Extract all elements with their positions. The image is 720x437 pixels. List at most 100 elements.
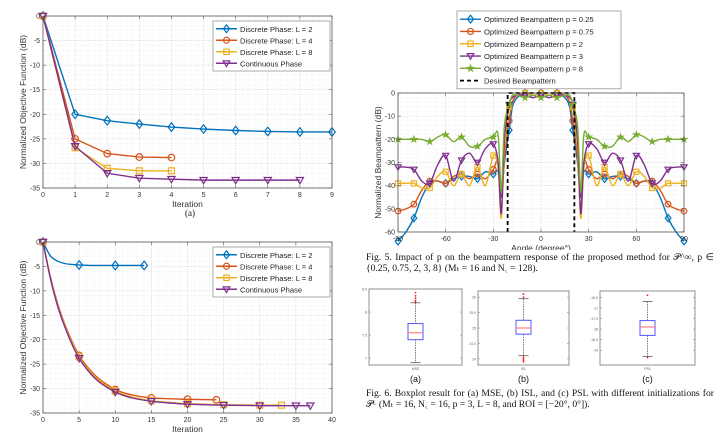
- marker-triangle: [663, 166, 673, 174]
- grid: [42, 241, 333, 414]
- marker-star: [584, 132, 594, 141]
- x-tick-label: 10: [111, 417, 119, 424]
- y-tick-label: 8: [365, 311, 367, 315]
- marker-star: [616, 132, 625, 141]
- marker-diamond: [75, 259, 84, 271]
- chart-fig-b: 0 5 10 15 20 25 30 35 40 0 -5 -10 -15 -20 -25 -30 -35 Ite…: [18, 236, 336, 434]
- series-line: [42, 15, 332, 133]
- outlier-point: [522, 293, 525, 295]
- marker-square: [467, 40, 474, 48]
- marker-triangle: [222, 286, 231, 294]
- marker-triangle: [409, 166, 419, 174]
- marker-diamond: [600, 174, 609, 184]
- outlier-point: [646, 356, 649, 359]
- series-line: [42, 241, 311, 407]
- marker-square: [585, 152, 592, 159]
- marker-square: [223, 48, 230, 56]
- y-tick-label: -18.5: [590, 338, 598, 342]
- marker-diamond: [263, 126, 272, 137]
- marker-diamond: [394, 236, 402, 246]
- marker-square: [442, 168, 449, 175]
- y-tick-label: 0: [36, 240, 40, 247]
- marker-triangle: [632, 152, 641, 160]
- y-tick-label: -30: [30, 386, 40, 393]
- chart-fig5-beampattern: -90 -60 -30 0 30 60 900-10-20-30-40-50-60Angle…: [373, 10, 689, 250]
- y-tick-label: 0: [391, 91, 395, 98]
- outlier-point: [414, 299, 417, 302]
- marker-diamond: [71, 109, 80, 120]
- marker-triangle: [291, 402, 301, 411]
- y-tick-label: -18: [593, 328, 598, 332]
- y-tick-label: -60: [385, 230, 395, 237]
- legend-label: Discrete Phase: L = 8: [240, 48, 313, 57]
- panel-sublabel: (b): [518, 374, 529, 384]
- marker-triangle: [473, 159, 482, 167]
- legend-label: Optimized Beampattern p = 8: [484, 64, 583, 73]
- y-axis-label: Normalized Beampattern (dB): [373, 106, 383, 219]
- marker-diamond: [167, 121, 176, 133]
- y-tick-label: 26: [472, 296, 476, 300]
- legend-item: Optimized Beampattern p = 3: [460, 52, 583, 61]
- x-tick-label: 7: [266, 192, 270, 199]
- y-tick-label: -25: [30, 136, 40, 143]
- x-tick-label: 2: [105, 192, 109, 199]
- marker-diamond: [199, 123, 208, 135]
- marker-circle: [632, 179, 640, 187]
- series-3: [38, 238, 315, 411]
- outlier-point: [414, 300, 417, 303]
- y-tick-label: 25: [472, 327, 476, 331]
- series-4: [393, 93, 689, 192]
- caption-fig6: Fig. 6. Boxplot result for (a) MSE, (b) …: [366, 388, 714, 410]
- series-0: [38, 236, 149, 271]
- marker-diamond: [410, 213, 418, 223]
- marker-diamond: [222, 249, 231, 260]
- x-tick-label: 6: [234, 192, 238, 199]
- marker-triangle: [38, 238, 48, 247]
- marker-star: [600, 141, 609, 151]
- caption-fig5: Fig. 5. Impact of p on the beampattern r…: [366, 252, 714, 274]
- marker-triangle: [146, 398, 157, 407]
- boxplot-panel-1: 24 24.5 25 25.5 26 ISL (b): [469, 290, 570, 384]
- marker-triangle: [230, 176, 241, 185]
- marker-square: [410, 180, 418, 187]
- outlier-point: [522, 359, 525, 362]
- x-tick-label: 0: [41, 192, 45, 199]
- marker-circle: [442, 179, 450, 187]
- legend-label: Continuous Phase: [240, 285, 302, 294]
- x-tick-label: 25: [220, 417, 228, 424]
- marker-square: [664, 180, 672, 187]
- x-tick-label: 9: [330, 192, 334, 199]
- marker-triangle: [198, 176, 209, 185]
- x-tick-label: 30: [256, 417, 264, 424]
- x-tick-label: 0: [41, 417, 45, 424]
- marker-diamond: [680, 236, 688, 246]
- y-tick-label: -5: [34, 264, 40, 271]
- marker-star: [647, 137, 657, 146]
- legend-item: Discrete Phase: L = 8: [216, 48, 313, 57]
- marker-triangle: [600, 159, 609, 167]
- marker-square: [135, 167, 143, 175]
- y-tick-label: -30: [30, 161, 40, 168]
- box-iqr: [639, 320, 656, 336]
- marker-triangle: [263, 176, 273, 185]
- legend-label: Discrete Phase: L = 4: [240, 262, 313, 271]
- marker-triangle: [74, 355, 84, 364]
- x-tick-label: 20: [184, 417, 192, 424]
- legend: Discrete Phase: L = 2 Discrete Phase: L =…: [212, 246, 331, 298]
- marker-star: [631, 130, 641, 139]
- marker-star: [552, 93, 562, 102]
- x-tick-label: -30: [488, 236, 498, 243]
- x-axis-label: Iteration: [172, 424, 203, 434]
- legend: Discrete Phase: L = 2 Discrete Phase: L =…: [212, 20, 331, 72]
- outlier-point: [522, 357, 525, 360]
- outlier-point: [522, 296, 525, 299]
- x-tick-label: ISL: [521, 367, 526, 371]
- legend-item: Discrete Phase: L = 4: [216, 36, 313, 45]
- y-tick-label: -5: [34, 38, 40, 45]
- marker-triangle: [425, 180, 434, 188]
- marker-triangle: [648, 180, 657, 188]
- sublabel-a: (a): [185, 208, 195, 218]
- legend-label: Discrete Phase: L = 2: [240, 25, 313, 34]
- legend-item: Optimized Beampattern p = 8: [460, 63, 583, 73]
- marker-star: [488, 132, 498, 141]
